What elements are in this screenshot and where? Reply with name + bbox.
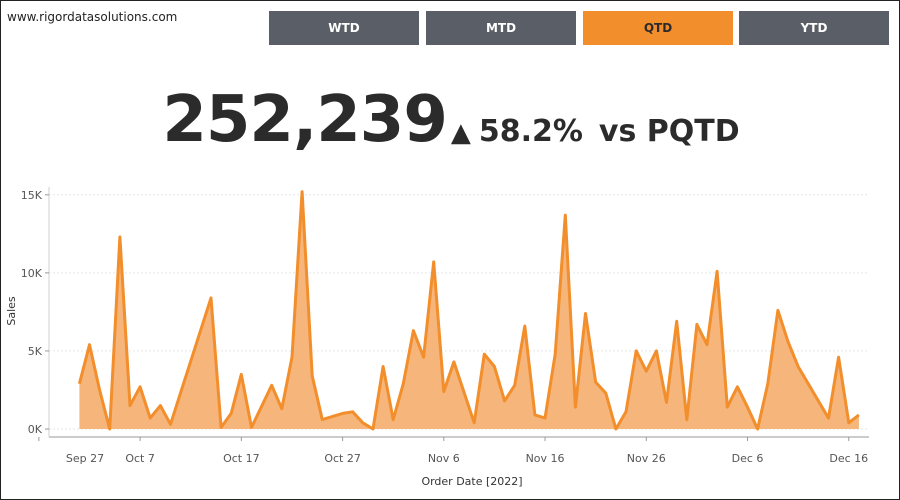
x-tick-label: Sep 27 bbox=[66, 452, 104, 465]
site-url[interactable]: www.rigordatasolutions.com bbox=[7, 10, 178, 24]
sales-line[interactable] bbox=[77, 190, 860, 431]
x-tick-label: Dec 6 bbox=[732, 452, 764, 465]
kpi-change-percent: 58.2% bbox=[478, 114, 583, 149]
up-triangle-icon: ▲ bbox=[450, 118, 471, 148]
mtd-button[interactable]: MTD bbox=[426, 11, 576, 45]
y-tick-label: 15K bbox=[21, 189, 43, 202]
x-tick-label: Oct 17 bbox=[223, 452, 260, 465]
x-axis-title: Order Date [2022] bbox=[421, 475, 522, 488]
x-tick-label: Nov 6 bbox=[428, 452, 460, 465]
x-tick-label: Nov 26 bbox=[627, 452, 666, 465]
x-tick-label: Oct 7 bbox=[125, 452, 155, 465]
ytd-button[interactable]: YTD bbox=[739, 11, 889, 45]
qtd-button[interactable]: QTD bbox=[583, 11, 733, 45]
y-axis: 0K 5K 10K 15K bbox=[21, 189, 49, 436]
y-tick-label: 5K bbox=[28, 345, 43, 358]
sales-area bbox=[79, 191, 859, 429]
y-axis-title: Sales bbox=[5, 296, 18, 326]
kpi-comparison-label: vs PQTD bbox=[598, 114, 740, 149]
x-tick-label: Oct 27 bbox=[324, 452, 361, 465]
wtd-button[interactable]: WTD bbox=[269, 11, 419, 45]
kpi-summary: 252,239 ▲ 58.2% vs PQTD bbox=[1, 83, 900, 157]
x-tick-label: Dec 16 bbox=[829, 452, 868, 465]
y-tick-label: 0K bbox=[28, 423, 43, 436]
sales-area-chart[interactable]: 0K 5K 10K 15K Sep 27 Oct 7 Oct 17 Oct 27 Nov 6 N… bbox=[1, 171, 900, 499]
x-axis: Sep 27 Oct 7 Oct 17 Oct 27 Nov 6 Nov 16 Nov 26… bbox=[38, 437, 868, 465]
kpi-value: 252,239 bbox=[162, 83, 447, 157]
y-tick-label: 10K bbox=[21, 267, 43, 280]
x-tick-label: Nov 16 bbox=[526, 452, 565, 465]
